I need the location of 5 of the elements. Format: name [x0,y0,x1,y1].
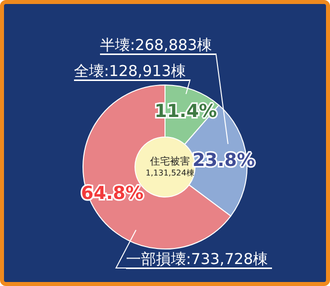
slice-label: 一部損壊:733,728棟 [126,250,272,269]
slice-label: 全壊:128,913棟 [74,62,190,81]
slice-label: 半壊:268,883棟 [100,36,216,55]
text: 1,131,524棟 [146,168,194,178]
text: 住宅被害 [150,156,190,168]
